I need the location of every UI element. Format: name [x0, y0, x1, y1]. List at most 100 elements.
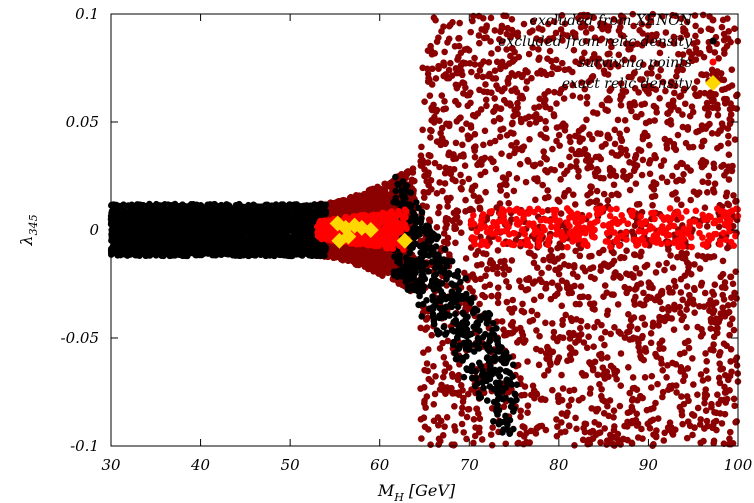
- scatter-point-excluded-xenon: [705, 172, 713, 180]
- scatter-point-excluded-xenon: [533, 264, 541, 272]
- scatter-point-excluded-xenon: [678, 201, 685, 209]
- scatter-point-excluded-xenon: [716, 379, 724, 387]
- scatter-point-excluded-xenon: [477, 275, 484, 283]
- scatter-point-excluded-xenon: [489, 265, 497, 273]
- scatter-point-excluded-xenon: [678, 393, 685, 400]
- scatter-point-excluded-xenon: [734, 91, 741, 98]
- scatter-point-excluded-xenon: [729, 104, 737, 112]
- scatter-point-excluded-xenon: [425, 151, 433, 159]
- scatter-point-excluded-xenon: [626, 186, 634, 194]
- scatter-point-excluded-xenon: [555, 392, 562, 399]
- scatter-point-excluded-xenon: [689, 143, 697, 151]
- scatter-point-excluded-xenon: [592, 172, 599, 180]
- scatter-point-excluded-xenon: [635, 146, 643, 153]
- scatter-point-excluded-xenon: [586, 390, 594, 397]
- scatter-point-excluded-xenon: [712, 299, 720, 306]
- scatter-point-excluded-xenon: [729, 280, 737, 288]
- scatter-point-excluded-xenon: [463, 45, 471, 53]
- scatter-point-excluded-xenon: [536, 423, 543, 430]
- scatter-point-excluded-xenon: [608, 43, 615, 51]
- scatter-point-excluded-xenon: [655, 40, 663, 47]
- scatter-point-excluded-xenon: [500, 271, 508, 278]
- scatter-point-excluded-xenon: [668, 424, 675, 431]
- scatter-point-excluded-xenon: [464, 390, 472, 398]
- scatter-point-excluded-xenon: [480, 141, 487, 149]
- scatter-point-excluded-xenon: [463, 435, 470, 443]
- scatter-point-excluded-xenon: [501, 85, 508, 92]
- scatter-point-excluded-xenon: [431, 390, 439, 398]
- scatter-point-excluded-xenon: [578, 55, 586, 62]
- scatter-point-excluded-xenon: [470, 416, 478, 423]
- scatter-point-excluded-xenon: [518, 92, 526, 100]
- scatter-point-excluded-xenon: [595, 429, 602, 437]
- scatter-point-excluded-xenon: [625, 73, 632, 81]
- scatter-point-excluded-xenon: [543, 280, 550, 288]
- scatter-point-excluded-xenon: [559, 385, 567, 392]
- scatter-point-excluded-xenon: [656, 49, 664, 57]
- scatter-point-excluded-xenon: [550, 112, 558, 120]
- scatter-point-excluded-xenon: [546, 105, 554, 113]
- scatter-point-excluded-xenon: [435, 435, 443, 443]
- scatter-point-excluded-xenon: [728, 294, 735, 301]
- scatter-point-excluded-xenon: [540, 256, 547, 264]
- scatter-point-excluded-xenon: [461, 162, 469, 169]
- scatter-point-excluded-xenon: [709, 97, 716, 105]
- scatter-point-excluded-xenon: [565, 66, 573, 73]
- scatter-point-excluded-xenon: [629, 417, 636, 425]
- scatter-point-excluded-xenon: [571, 442, 578, 449]
- scatter-point-excluded-xenon: [375, 201, 383, 209]
- scatter-point-excluded-xenon: [688, 103, 696, 110]
- scatter-point-excluded-xenon: [621, 117, 629, 124]
- scatter-point-excluded-xenon: [670, 326, 678, 333]
- scatter-point-excluded-xenon: [441, 98, 448, 105]
- scatter-point-excluded-xenon: [683, 323, 690, 331]
- scatter-point-excluded-xenon: [558, 302, 566, 310]
- scatter-point-excluded-xenon: [530, 259, 538, 267]
- scatter-point-excluded-xenon: [544, 20, 552, 28]
- scatter-point-excluded-xenon: [590, 300, 598, 307]
- scatter-point-excluded-xenon: [645, 160, 653, 167]
- scatter-point-excluded-xenon: [565, 262, 572, 270]
- scatter-point-excluded-xenon: [570, 261, 578, 269]
- scatter-point-excluded-xenon: [455, 35, 462, 42]
- scatter-point-excluded-xenon: [680, 367, 687, 374]
- scatter-point-excluded-xenon: [503, 100, 511, 107]
- scatter-point-excluded-xenon: [725, 176, 733, 183]
- scatter-point-excluded-xenon: [624, 40, 631, 48]
- scatter-point-excluded-xenon: [448, 441, 456, 448]
- scatter-point-excluded-xenon: [567, 284, 575, 291]
- scatter-point-excluded-xenon: [626, 158, 633, 166]
- scatter-point-excluded-xenon: [451, 403, 458, 410]
- scatter-point-excluded-xenon: [419, 126, 426, 134]
- scatter-point-excluded-xenon: [348, 255, 356, 263]
- scatter-point-excluded-xenon: [692, 22, 699, 30]
- scatter-point-excluded-xenon: [721, 279, 729, 286]
- scatter-point-excluded-xenon: [510, 187, 518, 195]
- scatter-point-excluded-xenon: [663, 178, 671, 186]
- scatter-point-excluded-xenon: [524, 68, 531, 76]
- scatter-point-excluded-xenon: [482, 188, 489, 196]
- scatter-point-excluded-xenon: [647, 37, 655, 44]
- scatter-point-excluded-xenon: [427, 176, 435, 184]
- scatter-point-excluded-xenon: [541, 194, 549, 202]
- scatter-point-excluded-xenon: [448, 384, 455, 392]
- scatter-point-excluded-xenon: [452, 139, 460, 147]
- scatter-point-excluded-xenon: [661, 317, 668, 325]
- scatter-point-excluded-xenon: [650, 441, 657, 448]
- scatter-point-excluded-xenon: [712, 417, 720, 425]
- scatter-point-excluded-xenon: [572, 349, 579, 357]
- scatter-point-excluded-xenon: [383, 191, 391, 198]
- scatter-point-excluded-xenon: [487, 14, 495, 22]
- scatter-point-excluded-xenon: [425, 74, 432, 82]
- scatter-point-excluded-xenon: [533, 175, 541, 182]
- scatter-point-excluded-xenon: [476, 67, 484, 74]
- scatter-point-excluded-xenon: [638, 20, 646, 28]
- scatter-point-excluded-xenon: [374, 267, 381, 275]
- scatter-point-excluded-xenon: [491, 137, 499, 145]
- scatter-point-excluded-xenon: [516, 277, 523, 285]
- scatter-point-excluded-xenon: [487, 155, 495, 163]
- scatter-point-excluded-xenon: [508, 26, 516, 34]
- scatter-point-excluded-xenon: [432, 75, 440, 82]
- scatter-point-excluded-xenon: [459, 141, 466, 149]
- scatter-point-excluded-xenon: [680, 377, 687, 385]
